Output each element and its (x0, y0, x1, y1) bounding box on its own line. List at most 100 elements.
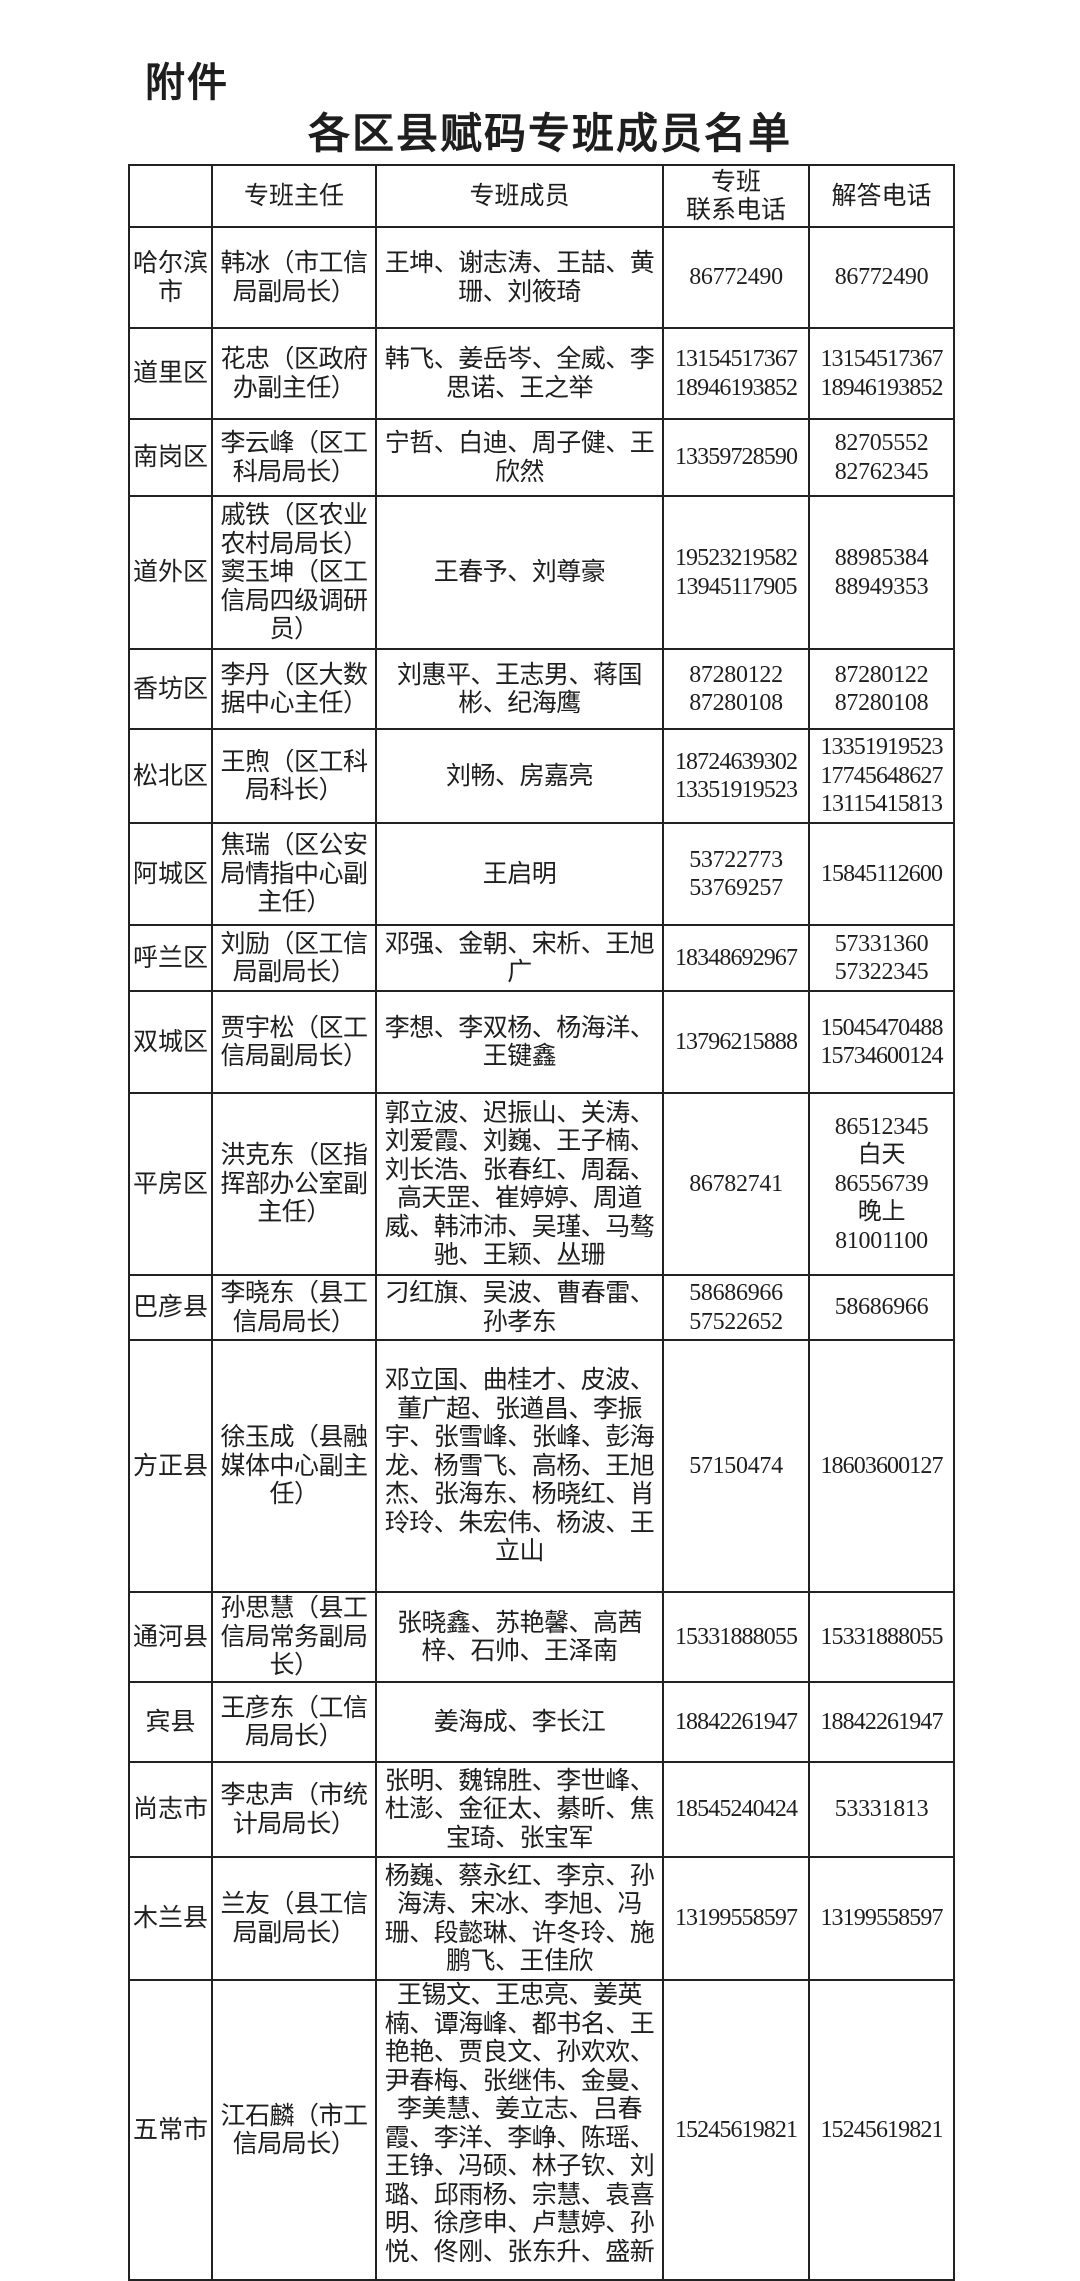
members-cell: 邓强、金朝、宋析、王旭 广 (375, 924, 664, 992)
contact-phone-cell: 13199558597 (662, 1856, 810, 1981)
hotline-cell: 57331360 57322345 (808, 924, 955, 992)
director-cell: 江石麟（市工 信局局长） (211, 1979, 377, 2281)
table-row: 双城区 贾宇松（区工 信局副局长） 李想、李双杨、杨海洋、 王键鑫 137962158… (128, 990, 955, 1094)
director-cell: 徐玉成（县融 媒体中心副主 任） (211, 1339, 377, 1593)
contact-phone-cell: 86782741 (662, 1092, 810, 1276)
director-cell: 花忠（区政府 办副主任） (211, 327, 377, 420)
district-cell: 道外区 (128, 495, 213, 650)
hotline-cell: 53331813 (808, 1761, 955, 1858)
contact-phone-cell: 19523219582 13945117905 (662, 495, 810, 650)
hotline-cell: 15245619821 (808, 1979, 955, 2281)
hotline-cell: 15845112600 (808, 822, 955, 926)
contact-phone-cell: 86772490 (662, 226, 810, 329)
contact-phone-cell: 18724639302 13351919523 (662, 728, 810, 824)
members-cell: 王春予、刘尊豪 (375, 495, 664, 650)
district-cell: 阿城区 (128, 822, 213, 926)
director-cell: 刘励（区工信 局副局长） (211, 924, 377, 992)
district-cell: 南岗区 (128, 418, 213, 497)
director-cell: 李忠声（市统 计局局长） (211, 1761, 377, 1858)
director-cell: 戚铁（区农业 农村局局长） 窦玉坤（区工 信局四级调研 员） (211, 495, 377, 650)
contact-phone-cell: 53722773 53769257 (662, 822, 810, 926)
members-cell: 王坤、谢志涛、王喆、黄 珊、刘筱琦 (375, 226, 664, 329)
hotline-cell: 13351919523 17745648627 13115415813 (808, 728, 955, 824)
table-row: 五常市 江石麟（市工 信局局长） 王锡文、王忠亮、姜英 楠、谭海峰、都书名、王 艳艳… (128, 1979, 955, 2281)
table-row: 阿城区 焦瑞（区公安 局情指中心副 主任） 王启明 53722773 53769257… (128, 822, 955, 926)
table-row: 松北区 王煦（区工科 局科长） 刘畅、房嘉亮 18724639302 13351919… (128, 728, 955, 824)
director-cell: 韩冰（市工信 局副局长） (211, 226, 377, 329)
members-cell: 郭立波、迟振山、关涛、 刘爱霞、刘巍、王子楠、 刘长浩、张春红、周磊、 高天罡、… (375, 1092, 664, 1276)
members-cell: 韩飞、姜岳岑、全威、李 思诺、王之举 (375, 327, 664, 420)
members-cell: 王启明 (375, 822, 664, 926)
members-cell: 姜海成、李长江 (375, 1681, 664, 1763)
hotline-cell: 88985384 88949353 (808, 495, 955, 650)
district-cell: 通河县 (128, 1591, 213, 1683)
district-cell: 巴彦县 (128, 1274, 213, 1341)
contact-phone-cell: 58686966 57522652 (662, 1274, 810, 1341)
director-cell: 王彦东（工信 局局长） (211, 1681, 377, 1763)
hotline-cell: 15045470488 15734600124 (808, 990, 955, 1094)
district-cell: 道里区 (128, 327, 213, 420)
table-row: 平房区 洪克东（区指 挥部办公室副 主任） 郭立波、迟振山、关涛、 刘爱霞、刘巍、王… (128, 1092, 955, 1276)
district-cell: 香坊区 (128, 648, 213, 730)
district-cell: 木兰县 (128, 1856, 213, 1981)
hotline-cell: 86512345 白天 86556739 晚上 81001100 (808, 1092, 955, 1276)
header-members: 专班成员 (375, 164, 664, 228)
hotline-cell: 15331888055 (808, 1591, 955, 1683)
director-cell: 兰友（县工信 局副局长） (211, 1856, 377, 1981)
document-title: 各区县赋码专班成员名单 (307, 109, 792, 158)
director-cell: 贾宇松（区工 信局副局长） (211, 990, 377, 1094)
director-cell: 李云峰（区工 科局局长） (211, 418, 377, 497)
district-cell: 尚志市 (128, 1761, 213, 1858)
director-cell: 王煦（区工科 局科长） (211, 728, 377, 824)
hotline-cell: 13199558597 (808, 1856, 955, 1981)
director-cell: 孙思慧（县工 信局常务副局 长） (211, 1591, 377, 1683)
district-cell: 五常市 (128, 1979, 213, 2281)
members-cell: 张明、魏锦胜、李世峰、 杜澎、金征太、綦昕、焦 宝琦、张宝军 (375, 1761, 664, 1858)
director-cell: 洪克东（区指 挥部办公室副 主任） (211, 1092, 377, 1276)
members-cell: 张晓鑫、苏艳馨、高茜 梓、石帅、王泽南 (375, 1591, 664, 1683)
members-cell: 刘畅、房嘉亮 (375, 728, 664, 824)
district-cell: 平房区 (128, 1092, 213, 1276)
hotline-cell: 13154517367 18946193852 (808, 327, 955, 420)
director-cell: 李丹（区大数 据中心主任） (211, 648, 377, 730)
members-cell: 邓立国、曲桂才、皮波、 董广超、张遒昌、李振 宇、张雪峰、张峰、彭海 龙、杨雪飞… (375, 1339, 664, 1593)
contact-phone-cell: 13154517367 18946193852 (662, 327, 810, 420)
table-row: 通河县 孙思慧（县工 信局常务副局 长） 张晓鑫、苏艳馨、高茜 梓、石帅、王泽南 15… (128, 1591, 955, 1683)
table-row: 道里区 花忠（区政府 办副主任） 韩飞、姜岳岑、全威、李 思诺、王之举 1315451… (128, 327, 955, 420)
district-cell: 宾县 (128, 1681, 213, 1763)
director-cell: 焦瑞（区公安 局情指中心副 主任） (211, 822, 377, 926)
district-cell: 松北区 (128, 728, 213, 824)
attachment-label: 附件 (145, 60, 229, 106)
members-cell: 刁红旗、吴波、曹春雷、 孙孝东 (375, 1274, 664, 1341)
contact-phone-cell: 13796215888 (662, 990, 810, 1094)
table-row: 哈尔滨 市韩冰（市工信 局副局长） 王坤、谢志涛、王喆、黄 珊、刘筱琦 867724… (128, 226, 955, 329)
contact-phone-cell: 18842261947 (662, 1681, 810, 1763)
hotline-cell: 58686966 (808, 1274, 955, 1341)
table-row: 呼兰区 刘励（区工信 局副局长） 邓强、金朝、宋析、王旭 广 18348692967 5… (128, 924, 955, 992)
table-row: 香坊区 李丹（区大数 据中心主任） 刘惠平、王志男、蒋国 彬、纪海鹰 87280122… (128, 648, 955, 730)
members-cell: 杨巍、蔡永红、李京、孙 海涛、宋冰、李旭、冯 珊、段懿琳、许冬玲、施 鹏飞、王佳… (375, 1856, 664, 1981)
hotline-cell: 82705552 82762345 (808, 418, 955, 497)
contact-phone-cell: 18545240424 (662, 1761, 810, 1858)
contact-phone-cell: 57150474 (662, 1339, 810, 1593)
table-row: 宾县 王彦东（工信 局局长） 姜海成、李长江 18842261947 188422619… (128, 1681, 955, 1763)
hotline-cell: 87280122 87280108 (808, 648, 955, 730)
table-row: 尚志市 李忠声（市统 计局局长） 张明、魏锦胜、李世峰、 杜澎、金征太、綦昕、焦 宝… (128, 1761, 955, 1858)
director-cell: 李晓东（县工 信局局长） (211, 1274, 377, 1341)
table-header-row: 专班主任 专班成员 专班 联系电话 解答电话 (128, 164, 955, 228)
table-row: 巴彦县 李晓东（县工 信局局长） 刁红旗、吴波、曹春雷、 孙孝东 58686966 5… (128, 1274, 955, 1341)
district-cell: 方正县 (128, 1339, 213, 1593)
header-district (128, 164, 213, 228)
hotline-cell: 86772490 (808, 226, 955, 329)
header-contact-phone: 专班 联系电话 (662, 164, 810, 228)
table-row: 方正县 徐玉成（县融 媒体中心副主 任） 邓立国、曲桂才、皮波、 董广超、张遒昌、李… (128, 1339, 955, 1593)
table-row: 木兰县 兰友（县工信 局副局长） 杨巍、蔡永红、李京、孙 海涛、宋冰、李旭、冯 珊、… (128, 1856, 955, 1981)
header-hotline: 解答电话 (808, 164, 955, 228)
contact-phone-cell: 13359728590 (662, 418, 810, 497)
contact-phone-cell: 15331888055 (662, 1591, 810, 1683)
hotline-cell: 18842261947 (808, 1681, 955, 1763)
district-cell: 呼兰区 (128, 924, 213, 992)
members-cell: 李想、李双杨、杨海洋、 王键鑫 (375, 990, 664, 1094)
contact-phone-cell: 18348692967 (662, 924, 810, 992)
members-cell: 宁哲、白迪、周子健、王 欣然 (375, 418, 664, 497)
